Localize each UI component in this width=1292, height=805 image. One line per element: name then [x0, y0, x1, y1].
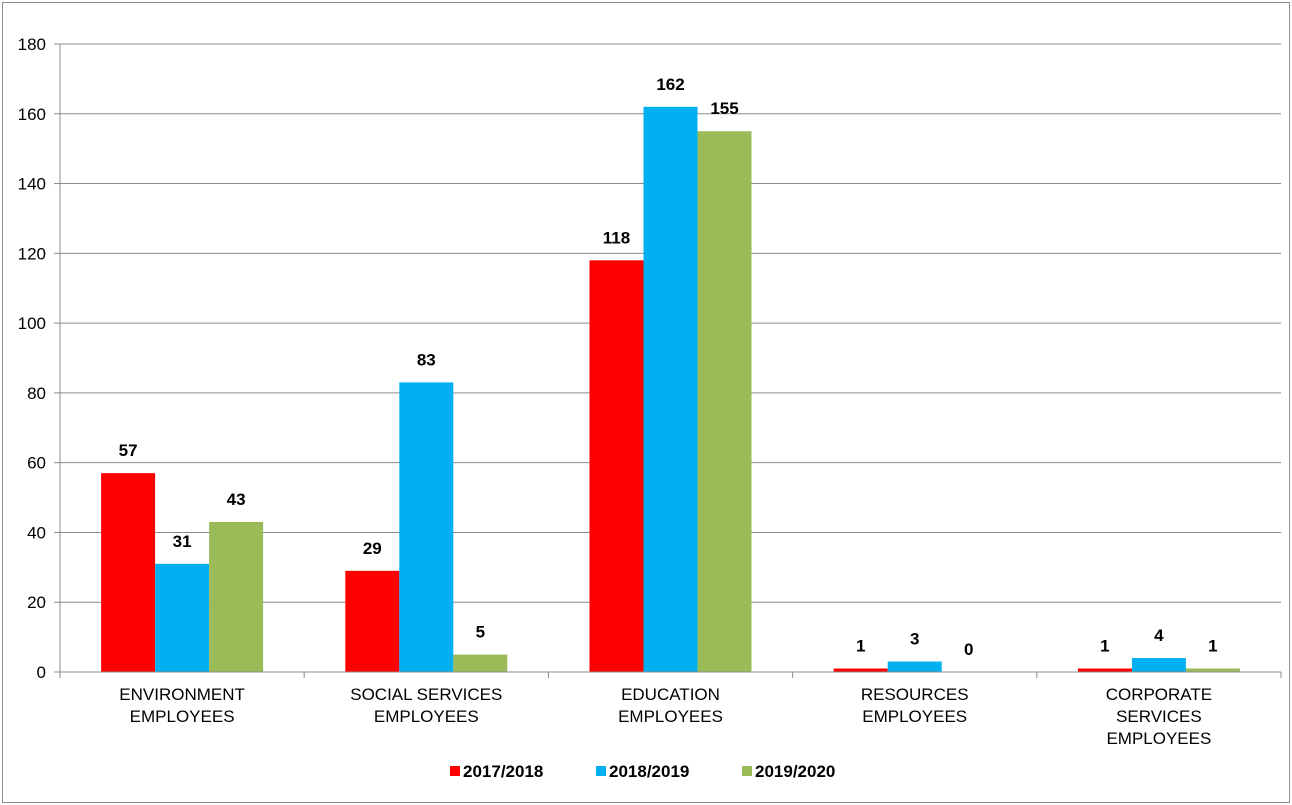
x-category-label: EMPLOYEES: [374, 707, 479, 726]
y-tick-label: 140: [18, 175, 46, 194]
data-label: 29: [363, 539, 382, 558]
y-tick-label: 160: [18, 105, 46, 124]
y-axis: 0 20 40 60 80 100 120 140 160 180: [18, 35, 61, 682]
data-labels: 57 31 43 29 83 5 118 162 155 1 3 0 1 4 1: [119, 75, 1218, 659]
x-category-label: ENVIRONMENT: [119, 685, 245, 704]
bar: [887, 661, 942, 672]
y-tick-label: 120: [18, 244, 46, 263]
y-tick-label: 40: [27, 523, 46, 542]
data-label: 1: [856, 637, 865, 656]
data-label: 1: [1208, 637, 1217, 656]
x-category-label: EDUCATION: [621, 685, 720, 704]
legend: 2017/2018 2018/2019 2019/2020: [450, 762, 835, 781]
legend-label: 2017/2018: [463, 762, 543, 781]
data-label: 155: [710, 99, 738, 118]
data-label: 43: [227, 490, 246, 509]
x-category-label: SOCIAL SERVICES: [350, 685, 502, 704]
x-axis: ENVIRONMENT EMPLOYEES SOCIAL SERVICES EMPLO…: [59, 671, 1282, 748]
data-label: 31: [173, 532, 192, 551]
data-label: 4: [1154, 626, 1164, 645]
y-tick-label: 100: [18, 314, 46, 333]
bar: [1131, 658, 1186, 672]
x-category-label: RESOURCES: [861, 685, 969, 704]
legend-swatch: [596, 766, 606, 776]
bars: [101, 106, 1240, 673]
y-tick-label: 20: [27, 593, 46, 612]
bar: [1077, 668, 1132, 672]
y-tick-label: 60: [27, 454, 46, 473]
bar: [209, 521, 264, 672]
bar: [155, 563, 210, 672]
y-tick-label: 0: [37, 663, 46, 682]
legend-swatch: [742, 766, 752, 776]
bar: [1185, 668, 1240, 672]
bar: [643, 106, 698, 673]
bar: [399, 382, 454, 672]
data-label: 57: [119, 441, 138, 460]
legend-label: 2018/2019: [609, 762, 689, 781]
bar: [345, 570, 400, 672]
legend-swatch: [450, 766, 460, 776]
data-label: 1: [1100, 637, 1109, 656]
x-category-label: SERVICES: [1116, 707, 1202, 726]
bar: [697, 131, 752, 672]
y-tick-label: 180: [18, 35, 46, 54]
legend-label: 2019/2020: [755, 762, 835, 781]
bar: [833, 668, 888, 672]
bar: [453, 654, 508, 672]
y-tick-label: 80: [27, 384, 46, 403]
data-label: 5: [476, 623, 485, 642]
data-label: 83: [417, 350, 436, 369]
x-category-label: EMPLOYEES: [130, 707, 235, 726]
x-category-label: EMPLOYEES: [618, 707, 723, 726]
x-category-label: EMPLOYEES: [1106, 729, 1211, 748]
x-category-label: EMPLOYEES: [862, 707, 967, 726]
data-label: 162: [656, 75, 684, 94]
data-label: 118: [603, 228, 630, 247]
bar: [101, 473, 156, 672]
bar: [589, 260, 644, 672]
x-category-label: CORPORATE: [1106, 685, 1212, 704]
data-label: 3: [910, 630, 919, 649]
data-label: 0: [964, 640, 973, 659]
